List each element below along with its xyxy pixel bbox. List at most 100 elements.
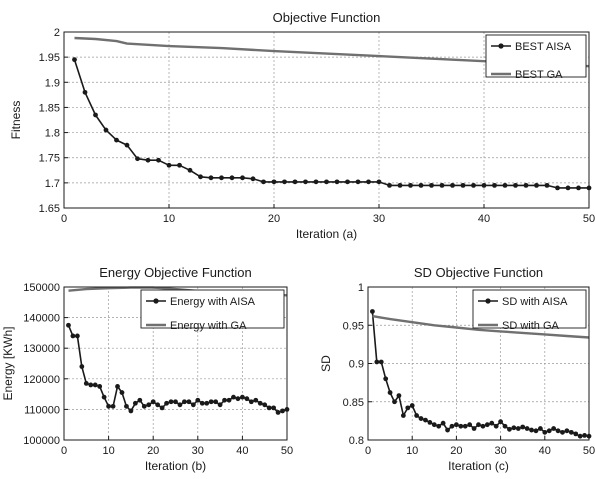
data-point bbox=[93, 112, 98, 118]
data-point bbox=[128, 408, 134, 414]
data-point bbox=[187, 167, 193, 173]
legend-box bbox=[140, 289, 285, 329]
data-point bbox=[439, 182, 445, 188]
data-point bbox=[150, 399, 156, 405]
y-tick-label: 1.65 bbox=[39, 203, 60, 215]
data-point bbox=[257, 400, 263, 406]
data-point bbox=[82, 89, 88, 95]
y-tick-label: 100000 bbox=[23, 435, 60, 447]
data-point bbox=[173, 399, 178, 405]
data-point bbox=[115, 384, 120, 389]
x-tick-label: 0 bbox=[365, 445, 371, 457]
data-point bbox=[392, 399, 397, 405]
data-point bbox=[106, 403, 111, 409]
x-axis-label: Iteration (c) bbox=[448, 459, 509, 473]
data-point bbox=[427, 420, 433, 425]
data-point bbox=[471, 426, 477, 431]
data-point bbox=[565, 185, 571, 191]
legend-label: Energy with GA bbox=[170, 320, 247, 332]
data-point bbox=[166, 162, 172, 168]
data-point bbox=[560, 429, 565, 435]
y-tick-label: 1.85 bbox=[39, 102, 60, 114]
data-point bbox=[492, 182, 497, 188]
y-tick-label: 140000 bbox=[23, 313, 60, 325]
data-point bbox=[74, 333, 80, 339]
y-tick-label: 1.8 bbox=[45, 128, 60, 140]
axes-frame bbox=[63, 31, 590, 209]
data-point bbox=[110, 403, 116, 409]
data-point bbox=[418, 182, 424, 188]
data-point bbox=[303, 179, 308, 185]
data-point bbox=[240, 175, 245, 181]
data-point bbox=[458, 423, 464, 429]
data-point bbox=[124, 142, 130, 148]
data-point bbox=[440, 420, 446, 426]
data-point bbox=[177, 162, 182, 168]
legend-marker bbox=[498, 43, 504, 49]
y-tick-label: 110000 bbox=[24, 404, 60, 416]
data-point bbox=[313, 179, 319, 185]
y-tick-label: 0.9 bbox=[349, 359, 364, 371]
data-point bbox=[480, 423, 486, 429]
data-point bbox=[534, 182, 539, 188]
legend: Energy with AISA Energy with GA bbox=[140, 289, 285, 332]
legend-label: Energy with AISA bbox=[170, 296, 256, 308]
data-point bbox=[542, 429, 548, 435]
data-point bbox=[462, 423, 468, 429]
data-point bbox=[229, 175, 235, 181]
data-point bbox=[418, 416, 424, 421]
data-point bbox=[502, 423, 508, 429]
data-point bbox=[429, 182, 434, 188]
data-point bbox=[551, 426, 557, 431]
data-point bbox=[568, 429, 574, 435]
y-tick-label: 0.8 bbox=[349, 435, 364, 447]
y-axis-label: Energy [KWh] bbox=[1, 326, 15, 400]
data-point bbox=[376, 179, 382, 185]
data-point bbox=[524, 426, 530, 431]
legend-marker bbox=[153, 298, 159, 304]
data-point bbox=[498, 419, 503, 425]
data-point bbox=[573, 431, 579, 437]
x-axis-label: Iteration (b) bbox=[145, 459, 206, 473]
data-point bbox=[555, 428, 561, 434]
data-point bbox=[226, 397, 232, 403]
chart-2: 0 10 20 30 40 50 100000 110000 120000 130000 14000… bbox=[1, 265, 293, 473]
data-point bbox=[198, 174, 203, 180]
x-tick-label: 40 bbox=[539, 445, 551, 457]
chart-title: SD Objective Function bbox=[414, 265, 543, 280]
data-point bbox=[345, 179, 350, 185]
data-point bbox=[97, 384, 103, 389]
data-point bbox=[248, 399, 254, 405]
data-point bbox=[156, 157, 161, 163]
data-point bbox=[409, 403, 415, 408]
data-point bbox=[275, 410, 281, 415]
data-point bbox=[271, 179, 277, 185]
data-point bbox=[164, 400, 169, 406]
axes-frame bbox=[63, 286, 288, 441]
data-point bbox=[507, 426, 512, 432]
data-point bbox=[137, 397, 143, 403]
data-point bbox=[513, 182, 518, 188]
y-tick-label: 0.95 bbox=[343, 320, 364, 332]
data-point bbox=[103, 127, 109, 133]
x-tick-label: 30 bbox=[373, 213, 385, 225]
data-point bbox=[378, 359, 384, 365]
data-point bbox=[445, 427, 450, 433]
data-point bbox=[397, 182, 403, 188]
data-point bbox=[396, 393, 402, 399]
data-point bbox=[135, 156, 140, 162]
data-point bbox=[423, 417, 428, 423]
data-point bbox=[235, 396, 241, 402]
data-point bbox=[431, 422, 437, 428]
data-point bbox=[190, 402, 196, 408]
data-point bbox=[101, 394, 107, 400]
data-point bbox=[79, 364, 85, 369]
legend-marker bbox=[485, 298, 491, 304]
data-point bbox=[262, 402, 268, 408]
data-point bbox=[292, 179, 298, 185]
data-point bbox=[208, 175, 214, 181]
data-point bbox=[493, 423, 499, 429]
data-point bbox=[460, 182, 466, 188]
x-tick-label: 10 bbox=[102, 445, 114, 457]
